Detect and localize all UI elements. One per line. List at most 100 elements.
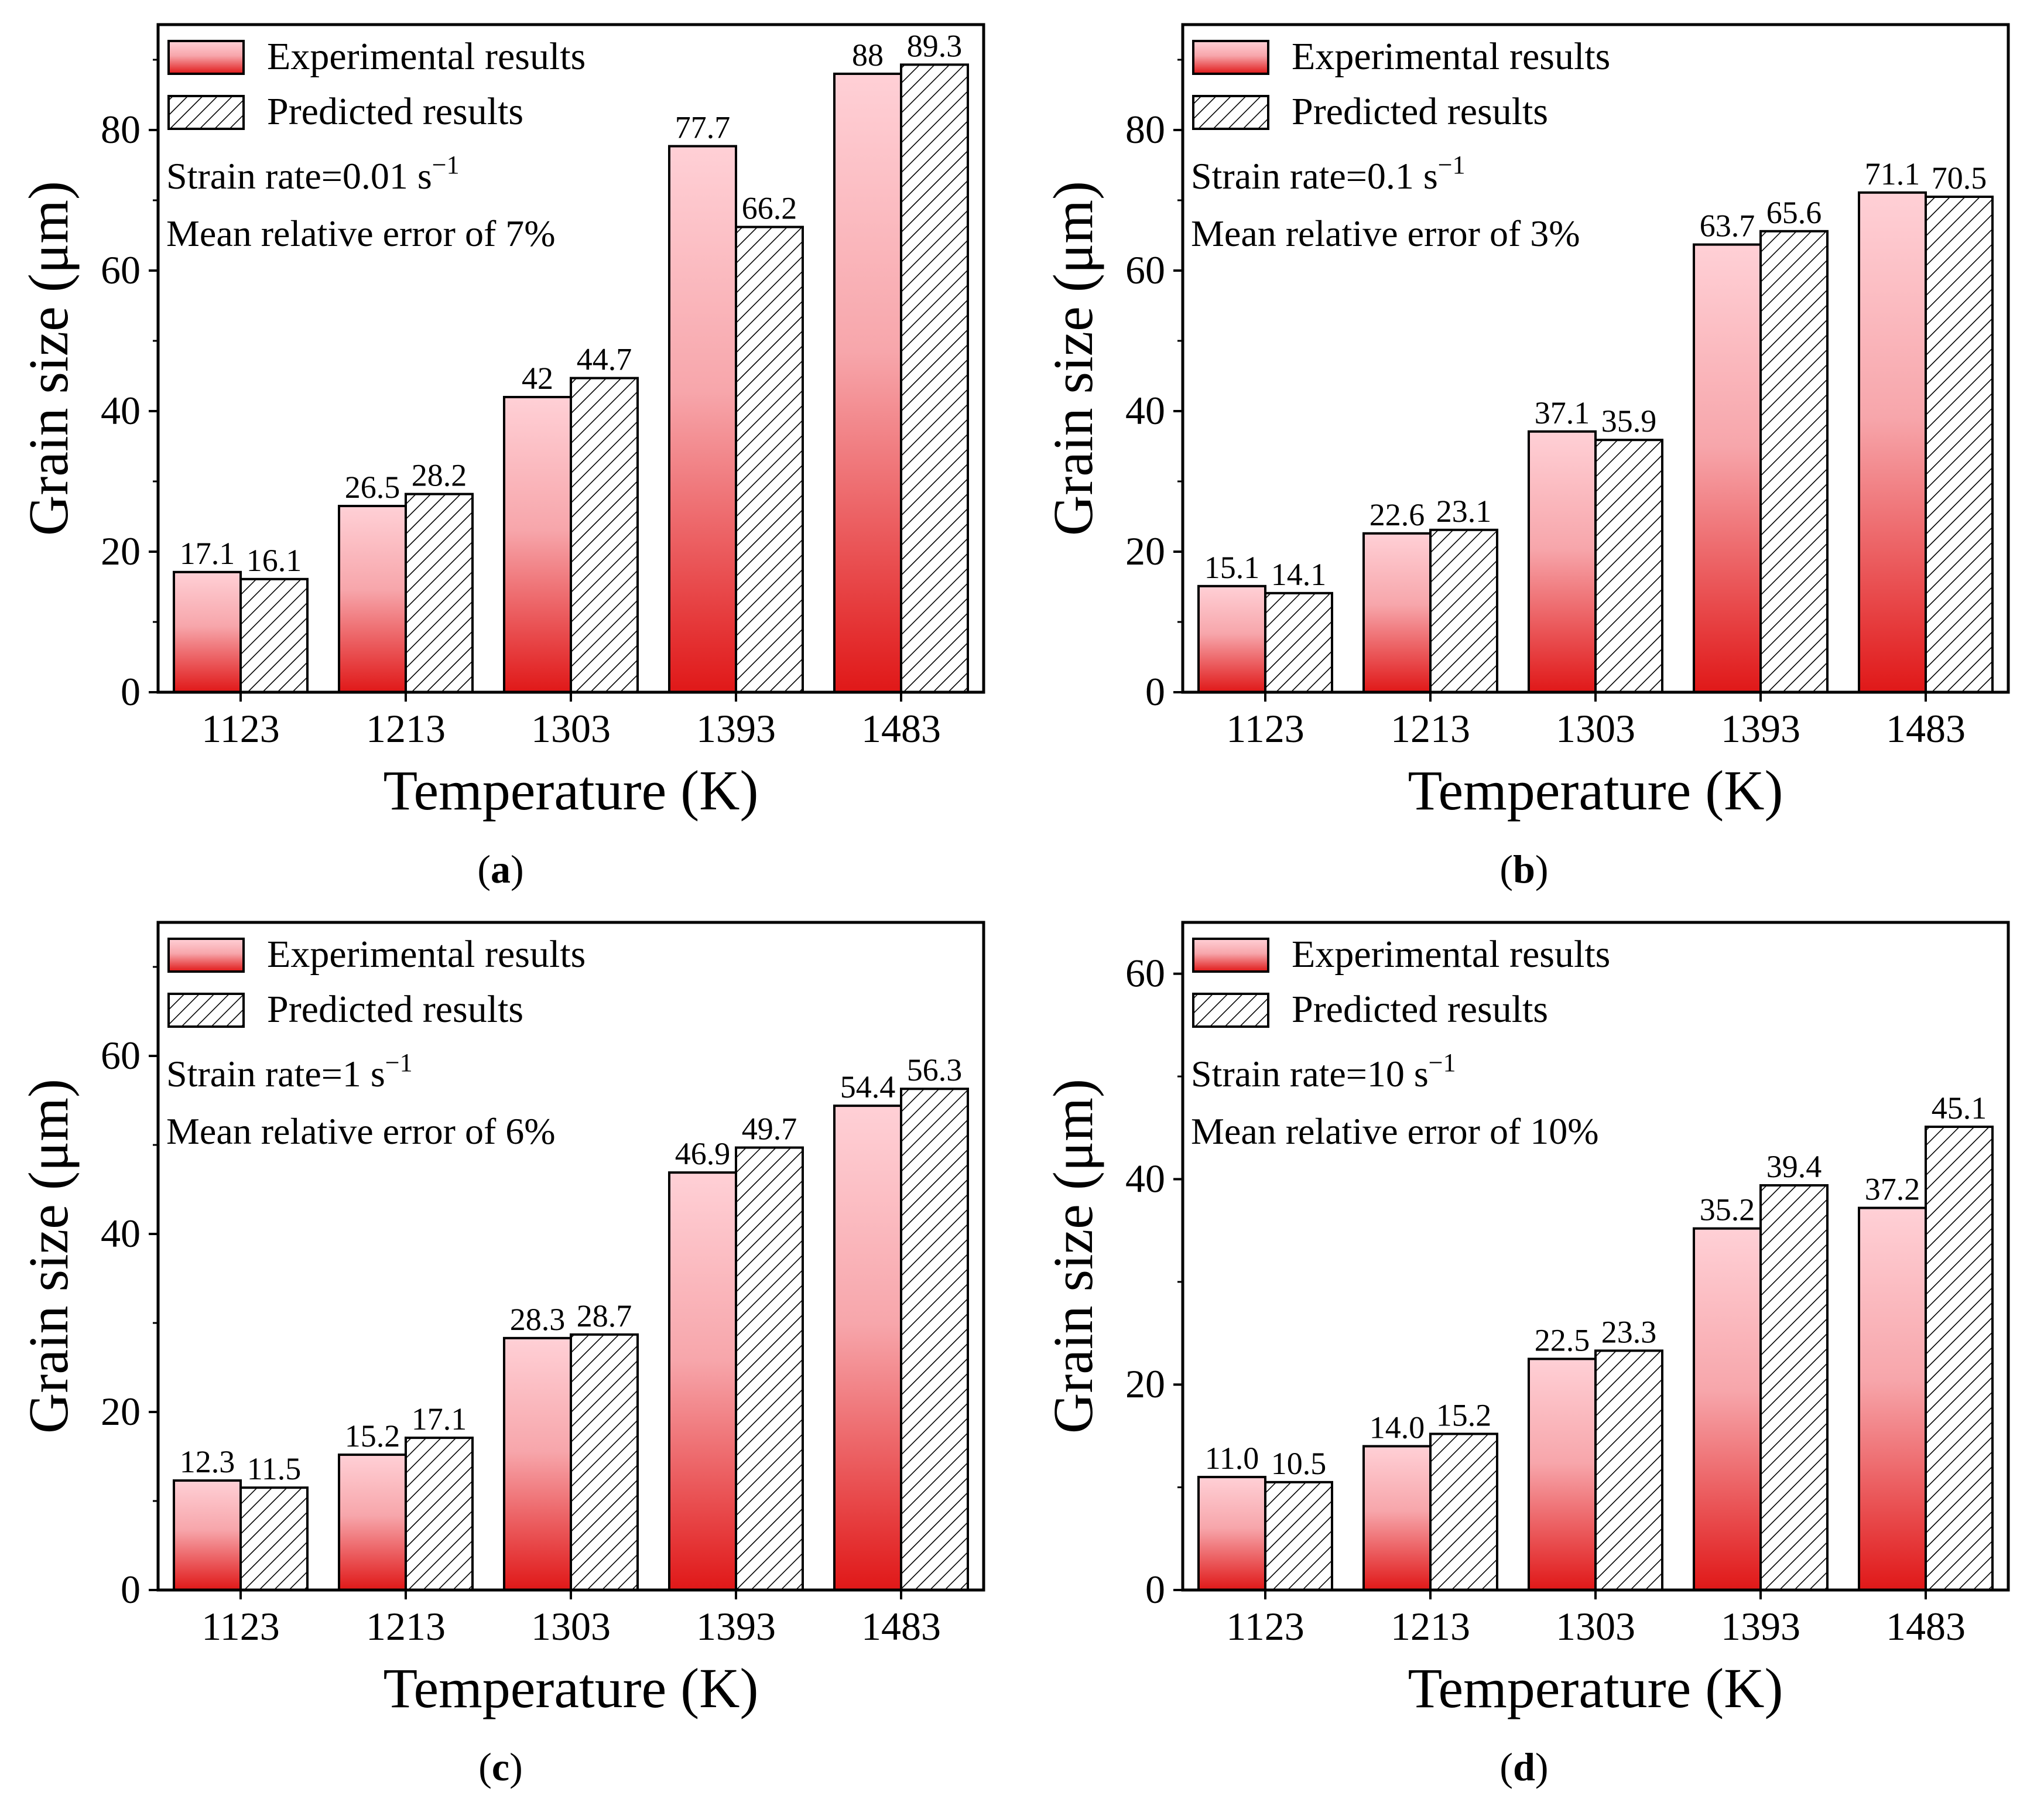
y-tick-label: 20 (101, 529, 141, 573)
y-tick-label: 0 (121, 1567, 141, 1612)
bar-predicted (1594, 1349, 1663, 1591)
y-tick-label: 60 (1125, 248, 1165, 292)
data-label-experimental: 15.1 (1204, 550, 1260, 585)
bar-experimental (173, 570, 242, 693)
data-label-predicted: 17.1 (412, 1401, 467, 1437)
data-label-predicted: 49.7 (742, 1112, 797, 1147)
x-tick-label: 1483 (861, 706, 941, 751)
y-tick-label: 60 (101, 1033, 141, 1078)
x-tick-label: 1213 (1391, 1604, 1470, 1649)
x-tick-label: 1213 (366, 706, 446, 751)
plot-frame (1181, 23, 2010, 694)
bar-predicted (1429, 1432, 1498, 1591)
panel-label-a: (a) (477, 847, 524, 891)
bar-experimental (173, 1479, 242, 1592)
annotation-mean-error: Mean relative error of 6% (166, 1110, 556, 1152)
x-tick-label: 1213 (366, 1604, 446, 1649)
data-label-experimental: 17.1 (180, 536, 235, 571)
bar-predicted (1759, 230, 1829, 693)
data-label-predicted: 23.1 (1436, 494, 1492, 529)
bar-predicted (1264, 591, 1333, 693)
panel-label-b: (b) (1499, 847, 1549, 891)
x-tick-label: 1123 (201, 706, 279, 751)
x-axis-label: Temperature (K) (384, 759, 759, 822)
data-label-experimental: 12.3 (180, 1444, 235, 1479)
bar-predicted (735, 1146, 804, 1592)
bar-experimental (1362, 1445, 1432, 1591)
plot-frame (156, 23, 985, 694)
x-tick-label: 1393 (1721, 1604, 1800, 1649)
strain-rate-exponent: −1 (1429, 1048, 1456, 1077)
x-tick-label: 1393 (696, 706, 776, 751)
data-label-predicted: 45.1 (1932, 1090, 1987, 1126)
legend-label-predicted: Predicted results (267, 988, 523, 1031)
bar-experimental (833, 73, 902, 693)
annotation-strain-rate: Strain rate=1 s−1 (166, 1048, 413, 1095)
y-axis-label: Grain size (μm) (17, 181, 80, 536)
data-label-predicted: 16.1 (246, 543, 302, 578)
data-label-experimental: 37.1 (1535, 395, 1590, 430)
legend-swatch-experimental (1192, 40, 1269, 75)
bar-predicted (1925, 196, 1994, 693)
data-label-predicted: 28.7 (577, 1298, 632, 1334)
y-axis-label: Grain size (μm) (1042, 181, 1104, 536)
strain-rate-exponent: −1 (385, 1048, 413, 1077)
data-label-predicted: 56.3 (907, 1052, 963, 1088)
x-axis-label: Temperature (K) (1408, 759, 1783, 822)
chart-panel-a: 17.1 16.1 1123 26.5 28.2 1213 42 44.7 1303 77.7 66… (17, 23, 985, 822)
chart-panel-d: 11.0 10.5 1123 14.0 15.2 1213 22.5 23.3 1303 35.2… (1042, 921, 2010, 1719)
bar-predicted (570, 377, 639, 693)
panel-label-c: (c) (478, 1745, 523, 1789)
data-label-experimental: 22.5 (1535, 1322, 1590, 1358)
x-tick-label: 1303 (531, 706, 611, 751)
data-label-predicted: 70.5 (1932, 160, 1987, 196)
legend-swatch-experimental (167, 938, 245, 973)
data-label-predicted: 10.5 (1271, 1446, 1327, 1481)
y-tick-label: 80 (101, 107, 141, 152)
bar-predicted (1759, 1184, 1829, 1591)
data-label-predicted: 35.9 (1601, 404, 1657, 439)
annotation-mean-error: Mean relative error of 7% (166, 213, 556, 254)
x-tick-label: 1483 (1886, 1604, 1966, 1649)
data-label-predicted: 28.2 (412, 458, 467, 493)
data-label-experimental: 54.4 (840, 1069, 896, 1105)
bar-predicted (735, 225, 804, 694)
bar-experimental (1362, 532, 1432, 693)
legend-swatch-experimental (1192, 938, 1269, 973)
y-tick-label: 40 (1125, 388, 1165, 433)
strain-rate-exponent: −1 (1438, 151, 1466, 179)
y-tick-label: 60 (101, 248, 141, 292)
strain-rate-exponent: −1 (432, 151, 460, 179)
y-tick-label: 40 (1125, 1156, 1165, 1201)
bar-experimental (503, 396, 572, 693)
bar-experimental (668, 145, 737, 694)
x-tick-label: 1303 (1556, 706, 1635, 751)
legend-swatch-predicted (167, 993, 245, 1028)
legend-label-experimental: Experimental results (267, 933, 586, 976)
bar-predicted (239, 577, 309, 693)
bar-predicted (1925, 1126, 1994, 1591)
data-label-predicted: 66.2 (742, 191, 797, 226)
bar-predicted (1264, 1480, 1333, 1592)
y-tick-label: 20 (1125, 529, 1165, 573)
plot-frame (156, 921, 985, 1592)
y-tick-label: 0 (1145, 1567, 1165, 1612)
bar-predicted (900, 63, 969, 693)
panel-label-d: (d) (1499, 1745, 1549, 1789)
bar-experimental (1858, 191, 1927, 693)
y-tick-label: 40 (101, 1211, 141, 1256)
bar-experimental (338, 505, 407, 693)
y-tick-label: 0 (121, 669, 141, 714)
legend-label-predicted: Predicted results (1292, 90, 1548, 133)
bar-experimental (1693, 243, 1762, 694)
x-tick-label: 1303 (531, 1604, 611, 1649)
chart-panel-c: 12.3 11.5 1123 15.2 17.1 1213 28.3 28.7 1303 46.9… (17, 921, 985, 1719)
legend-swatch-predicted (167, 95, 245, 130)
y-tick-label: 20 (101, 1389, 141, 1434)
annotation-strain-rate: Strain rate=0.1 s−1 (1191, 151, 1466, 197)
bar-experimental (1528, 430, 1597, 693)
x-tick-label: 1213 (1391, 706, 1470, 751)
data-label-experimental: 15.2 (345, 1418, 400, 1454)
annotation-mean-error: Mean relative error of 3% (1191, 213, 1580, 254)
